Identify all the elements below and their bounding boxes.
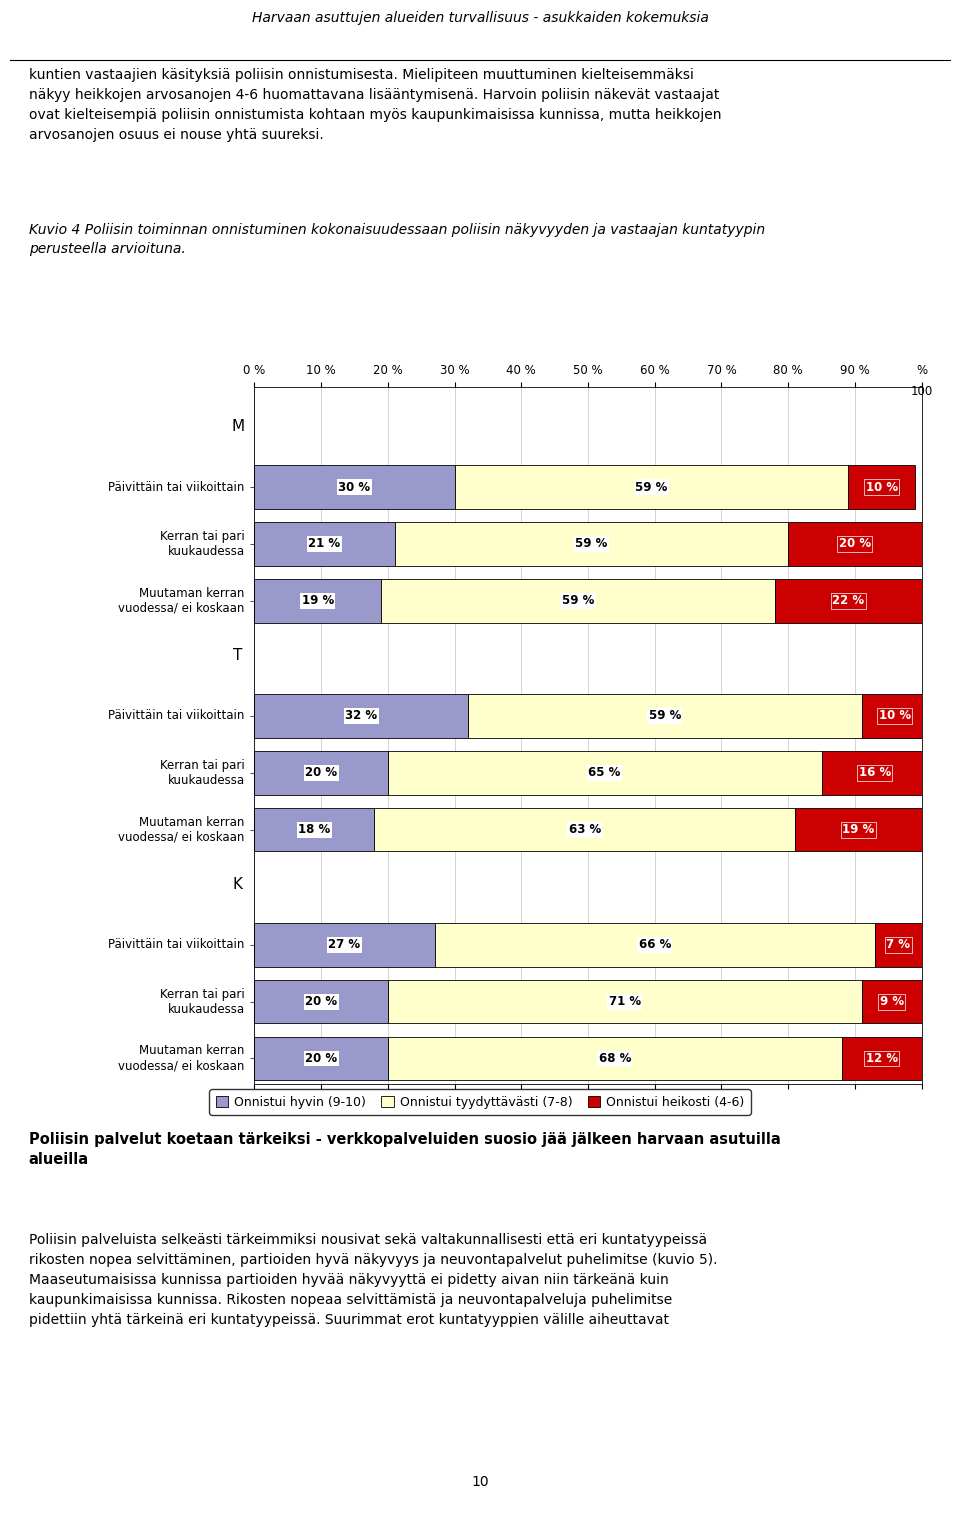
Bar xyxy=(795,808,922,852)
Text: 22 %: 22 % xyxy=(832,594,864,608)
Bar xyxy=(822,750,928,794)
Text: kuntien vastaajien käsityksiä poliisin onnistumisesta. Mielipiteen muuttuminen k: kuntien vastaajien käsityksiä poliisin o… xyxy=(29,68,721,143)
Text: M: M xyxy=(231,418,244,434)
Text: Poliisin palveluista selkeästi tärkeimmiksi nousivat sekä valtakunnallisesti ett: Poliisin palveluista selkeästi tärkeimmi… xyxy=(29,1233,717,1326)
Bar xyxy=(388,979,861,1023)
Bar xyxy=(861,979,922,1023)
Bar xyxy=(395,522,788,565)
Bar xyxy=(254,465,455,509)
Text: 10: 10 xyxy=(471,1475,489,1489)
Bar xyxy=(861,694,928,738)
Text: 7 %: 7 % xyxy=(886,938,910,951)
Bar xyxy=(455,465,849,509)
Bar xyxy=(842,1037,922,1081)
Bar xyxy=(254,579,381,623)
Bar xyxy=(254,979,388,1023)
Bar xyxy=(849,465,915,509)
Bar xyxy=(388,750,822,794)
Text: 59 %: 59 % xyxy=(636,481,667,494)
Text: 63 %: 63 % xyxy=(568,823,601,837)
Bar xyxy=(254,1037,388,1081)
Text: Harvaan asuttujen alueiden turvallisuus - asukkaiden kokemuksia: Harvaan asuttujen alueiden turvallisuus … xyxy=(252,11,708,24)
Text: 71 %: 71 % xyxy=(609,994,640,1008)
Text: 20 %: 20 % xyxy=(305,1052,337,1064)
Bar xyxy=(775,579,922,623)
Bar xyxy=(374,808,795,852)
Bar xyxy=(254,923,435,967)
Text: 20 %: 20 % xyxy=(305,766,337,779)
Bar xyxy=(788,522,922,565)
Text: 19 %: 19 % xyxy=(301,594,334,608)
Text: 59 %: 59 % xyxy=(562,594,594,608)
Text: 12 %: 12 % xyxy=(866,1052,898,1064)
Text: 19 %: 19 % xyxy=(842,823,875,837)
Text: 65 %: 65 % xyxy=(588,766,621,779)
Text: 10 %: 10 % xyxy=(866,481,898,494)
Text: 32 %: 32 % xyxy=(345,709,377,723)
Bar xyxy=(254,808,374,852)
Text: 27 %: 27 % xyxy=(328,938,361,951)
Bar xyxy=(381,579,775,623)
Text: 68 %: 68 % xyxy=(598,1052,631,1064)
Text: 30 %: 30 % xyxy=(339,481,371,494)
Bar xyxy=(254,694,468,738)
Text: 20 %: 20 % xyxy=(839,538,871,550)
Text: 16 %: 16 % xyxy=(859,766,891,779)
Text: 66 %: 66 % xyxy=(638,938,671,951)
Text: Poliisin palvelut koetaan tärkeiksi - verkkopalveluiden suosio jää jälkeen harva: Poliisin palvelut koetaan tärkeiksi - ve… xyxy=(29,1132,780,1167)
Bar xyxy=(435,923,875,967)
Legend: Onnistui hyvin (9-10), Onnistui tyydyttävästi (7-8), Onnistui heikosti (4-6): Onnistui hyvin (9-10), Onnistui tyydyttä… xyxy=(209,1090,751,1114)
Text: T: T xyxy=(233,647,243,662)
Text: 10 %: 10 % xyxy=(878,709,911,723)
Text: 9 %: 9 % xyxy=(879,994,903,1008)
Text: 59 %: 59 % xyxy=(649,709,681,723)
Bar xyxy=(388,1037,842,1081)
Text: K: K xyxy=(232,876,243,891)
Bar xyxy=(254,522,395,565)
Bar xyxy=(254,750,388,794)
Bar xyxy=(875,923,922,967)
Text: 21 %: 21 % xyxy=(308,538,341,550)
Text: 100: 100 xyxy=(910,385,933,397)
Text: Kuvio 4 Poliisin toiminnan onnistuminen kokonaisuudessaan poliisin näkyvyyden ja: Kuvio 4 Poliisin toiminnan onnistuminen … xyxy=(29,223,765,256)
Bar xyxy=(468,694,861,738)
Text: 18 %: 18 % xyxy=(299,823,330,837)
Text: 20 %: 20 % xyxy=(305,994,337,1008)
Text: 59 %: 59 % xyxy=(575,538,608,550)
